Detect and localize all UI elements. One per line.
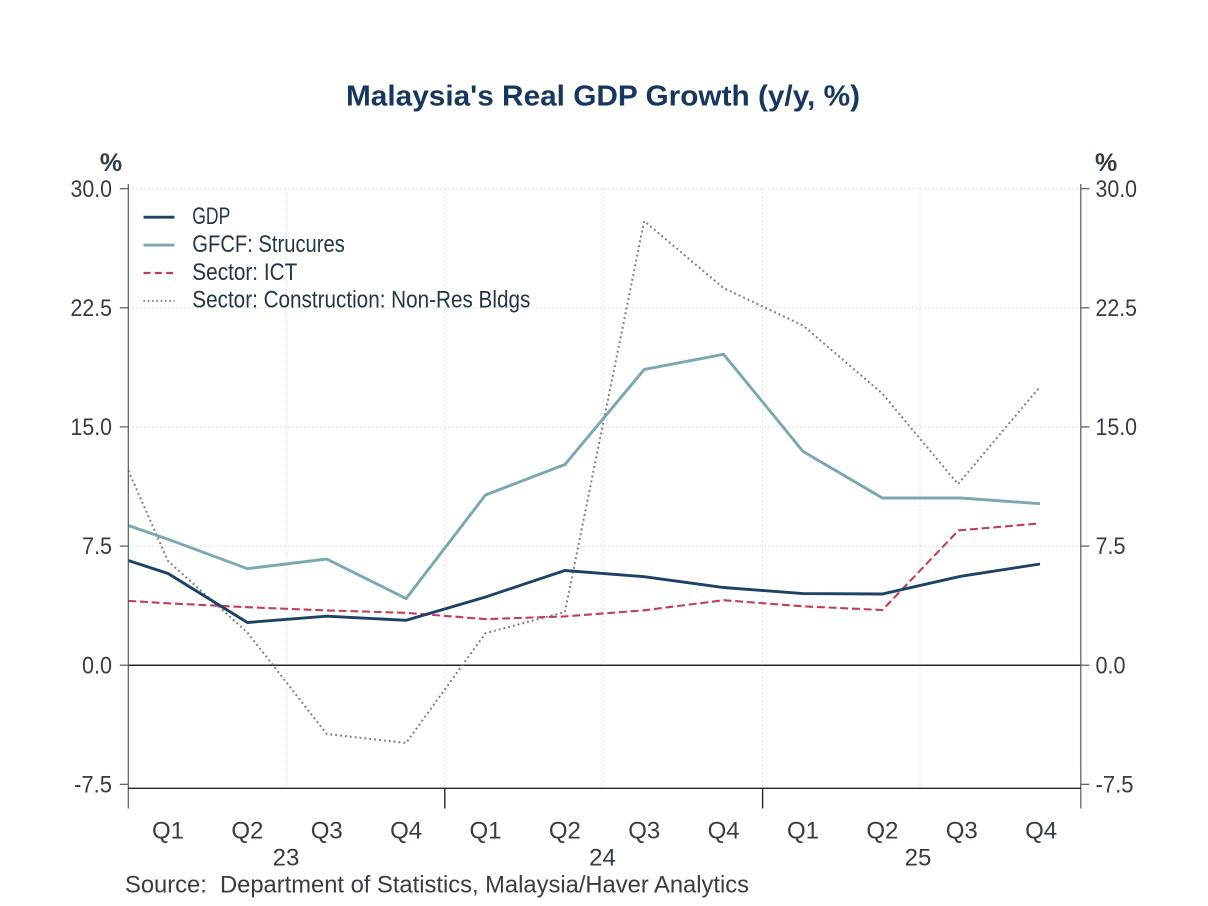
svg-text:Q4: Q4	[708, 818, 740, 845]
svg-text:7.5: 7.5	[1096, 533, 1126, 560]
svg-text:Q2: Q2	[549, 818, 581, 845]
svg-text:%: %	[1095, 149, 1117, 177]
svg-text:25: 25	[905, 845, 932, 872]
svg-text:7.5: 7.5	[82, 533, 112, 560]
svg-text:Q2: Q2	[866, 818, 898, 845]
svg-text:Q3: Q3	[946, 818, 978, 845]
svg-text:Q1: Q1	[469, 818, 501, 845]
svg-text:Sector: Construction: Non-Res: Sector: Construction: Non-Res Bldgs	[192, 287, 530, 314]
svg-text:-7.5: -7.5	[1096, 771, 1134, 798]
svg-text:GDP: GDP	[192, 203, 230, 230]
svg-text:Q3: Q3	[628, 818, 660, 845]
svg-text:24: 24	[589, 845, 616, 872]
svg-text:30.0: 30.0	[1096, 176, 1138, 203]
svg-text:Q3: Q3	[311, 818, 343, 845]
svg-text:Source: Department of Statist: Source: Department of Statistics, Malays…	[125, 872, 749, 899]
svg-text:%: %	[100, 149, 122, 177]
svg-text:15.0: 15.0	[1096, 414, 1138, 441]
svg-text:GFCF: Strucures: GFCF: Strucures	[192, 231, 344, 258]
svg-text:0.0: 0.0	[82, 652, 112, 679]
svg-text:Q1: Q1	[787, 818, 819, 845]
svg-text:23: 23	[273, 845, 300, 872]
svg-text:Q1: Q1	[152, 818, 184, 845]
svg-text:30.0: 30.0	[71, 176, 113, 203]
svg-text:22.5: 22.5	[71, 295, 113, 322]
svg-text:15.0: 15.0	[71, 414, 113, 441]
svg-text:Q4: Q4	[390, 818, 422, 845]
svg-text:Sector: ICT: Sector: ICT	[192, 259, 297, 286]
svg-text:22.5: 22.5	[1096, 295, 1138, 322]
svg-text:Q4: Q4	[1025, 818, 1057, 845]
svg-text:0.0: 0.0	[1096, 652, 1126, 679]
svg-text:Q2: Q2	[231, 818, 263, 845]
svg-text:-7.5: -7.5	[74, 771, 112, 798]
svg-text:Malaysia's Real GDP Growth (y/: Malaysia's Real GDP Growth (y/y, %)	[346, 81, 860, 113]
